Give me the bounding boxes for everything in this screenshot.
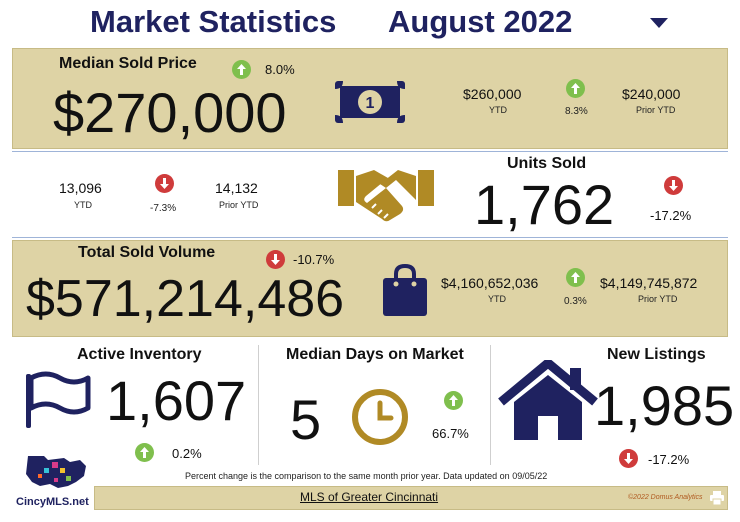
- median-price-ytd-change: 8.3%: [565, 106, 588, 117]
- divider: [490, 345, 491, 465]
- up-arrow-icon: [566, 79, 585, 98]
- median-price-label: Median Sold Price: [59, 55, 197, 72]
- triangle-down-icon: [650, 18, 668, 28]
- divider: [12, 237, 728, 238]
- units-ytd-change: -7.3%: [150, 203, 177, 214]
- copyright: ©2022 Domus Analytics: [628, 494, 703, 501]
- up-arrow-icon: [135, 443, 154, 462]
- printer-icon: [710, 491, 724, 506]
- footer-bar: [94, 486, 728, 510]
- clock-icon: [350, 387, 410, 447]
- listings-value: 1,985: [594, 374, 735, 437]
- inventory-change: 0.2%: [172, 446, 202, 461]
- volume-value: $571,214,486: [26, 270, 345, 328]
- volume-ytd-label: YTD: [488, 294, 506, 304]
- cincymls-logo[interactable]: CincyMLS.net: [14, 452, 94, 510]
- handshake-icon: [336, 162, 436, 226]
- listings-label: New Listings: [607, 346, 706, 363]
- units-prior-ytd-label: Prior YTD: [219, 200, 259, 210]
- down-arrow-icon: [664, 176, 683, 195]
- median-price-change: 8.0%: [265, 62, 295, 77]
- inventory-value: 1,607: [106, 369, 247, 432]
- down-arrow-icon: [619, 449, 638, 468]
- cincinnati-map-icon: [26, 456, 86, 488]
- units-value: 1,762: [474, 173, 615, 236]
- volume-band: [12, 240, 728, 337]
- units-label: Units Sold: [507, 155, 587, 172]
- up-arrow-icon: [566, 268, 585, 287]
- units-prior-ytd: 14,132: [215, 180, 258, 196]
- mls-link[interactable]: MLS of Greater Cincinnati: [300, 490, 439, 504]
- volume-change: -10.7%: [293, 252, 335, 267]
- inventory-label: Active Inventory: [77, 346, 202, 363]
- median-price-ytd: $260,000: [463, 86, 522, 102]
- volume-ytd: $4,160,652,036: [441, 275, 539, 291]
- units-change: -17.2%: [650, 208, 692, 223]
- days-change: 66.7%: [432, 426, 469, 441]
- down-arrow-icon: [266, 250, 285, 269]
- volume-ytd-change: 0.3%: [564, 296, 587, 307]
- dollar-bill-icon: 1: [333, 77, 407, 127]
- median-price-ytd-label: YTD: [489, 105, 507, 115]
- page-title: Market Statistics: [90, 4, 337, 39]
- period-title: August 2022: [388, 4, 573, 39]
- volume-label: Total Sold Volume: [78, 244, 216, 261]
- days-value: 5: [290, 388, 322, 451]
- units-ytd-label: YTD: [74, 200, 92, 210]
- print-button[interactable]: [709, 491, 725, 506]
- down-arrow-icon: [155, 174, 174, 193]
- volume-prior-ytd: $4,149,745,872: [600, 275, 698, 291]
- period-dropdown[interactable]: [648, 16, 670, 30]
- volume-prior-ytd-label: Prior YTD: [638, 294, 678, 304]
- divider: [258, 345, 259, 465]
- divider: [12, 151, 728, 152]
- shopping-bag-icon: [380, 262, 430, 318]
- house-icon: [498, 357, 598, 442]
- listings-change: -17.2%: [648, 452, 690, 467]
- units-ytd: 13,096: [59, 180, 102, 196]
- median-price-value: $270,000: [53, 81, 287, 144]
- days-label: Median Days on Market: [286, 346, 464, 363]
- flag-icon: [22, 368, 94, 430]
- logo-text: CincyMLS.net: [16, 496, 89, 508]
- up-arrow-icon: [232, 60, 251, 79]
- median-price-prior-ytd: $240,000: [622, 86, 681, 102]
- footer-note: Percent change is the comparison to the …: [185, 471, 548, 481]
- svg-text:1: 1: [366, 95, 375, 112]
- up-arrow-icon: [444, 391, 463, 410]
- median-price-prior-ytd-label: Prior YTD: [636, 105, 676, 115]
